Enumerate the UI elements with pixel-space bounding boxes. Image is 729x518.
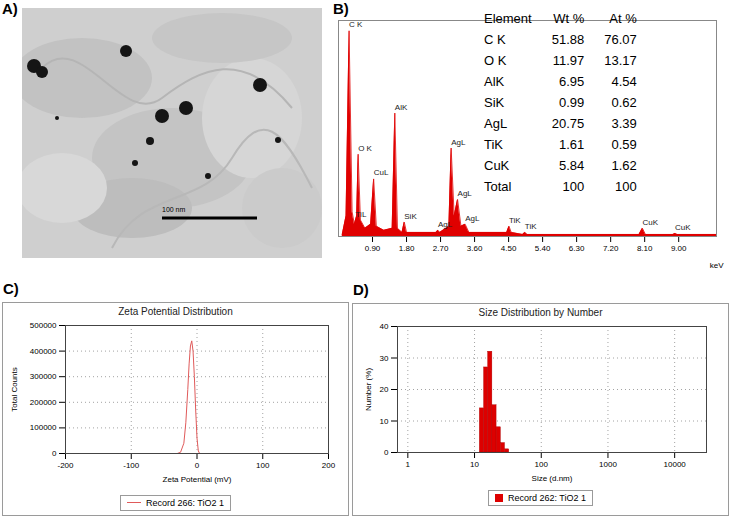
html-text:1.62: 1.62 (611, 158, 637, 173)
html-text:6.95: 6.95 (558, 74, 585, 89)
svg-text:C K: C K (349, 20, 363, 29)
svg-text:TiL: TiL (356, 210, 367, 219)
svg-text:CuK: CuK (675, 223, 691, 232)
svg-text:TiK: TiK (525, 222, 537, 231)
svg-text:SiK: SiK (404, 212, 417, 221)
svg-text:AlK: AlK (395, 103, 408, 112)
html-text:Record 266: TiO2 1: Record 266: TiO2 1 (146, 497, 224, 508)
svg-text:10000: 10000 (664, 460, 687, 469)
svg-text:Size (d.nm): Size (d.nm) (532, 474, 573, 483)
svg-text:Total Counts: Total Counts (10, 367, 19, 411)
svg-text:keV: keV (710, 261, 724, 270)
svg-text:4.50: 4.50 (501, 244, 517, 253)
svg-text:400000: 400000 (30, 347, 57, 356)
html-text:1.61: 1.61 (558, 137, 585, 152)
svg-text:100 nm: 100 nm (162, 206, 186, 213)
html-text:100: 100 (562, 179, 585, 194)
html-text:C): C) (3, 280, 19, 297)
svg-text:8.10: 8.10 (637, 244, 653, 253)
html-text:TiK: TiK (484, 137, 503, 152)
svg-text:0: 0 (384, 448, 389, 457)
html-text:Element: Element (484, 11, 532, 26)
svg-text:2.70: 2.70 (433, 244, 449, 253)
svg-text:5.40: 5.40 (535, 244, 551, 253)
svg-text:0: 0 (52, 449, 57, 458)
html-text:13.17: 13.17 (604, 53, 637, 68)
html-text:3.39: 3.39 (611, 116, 637, 131)
html-text:Total: Total (484, 179, 512, 194)
html-text:C K: C K (484, 32, 506, 47)
html-text:20.75: 20.75 (551, 116, 585, 131)
svg-text:CuK: CuK (642, 218, 658, 227)
svg-text:-200: -200 (57, 461, 74, 470)
svg-text:TiK: TiK (509, 216, 521, 225)
svg-text:200000: 200000 (30, 398, 57, 407)
svg-text:100: 100 (256, 461, 270, 470)
svg-text:1.80: 1.80 (399, 244, 415, 253)
svg-text:O K: O K (358, 144, 372, 153)
svg-text:40: 40 (380, 322, 389, 331)
html-text:0.99: 0.99 (558, 95, 585, 110)
html-text:Wt %: Wt % (553, 11, 585, 26)
svg-text:Zeta Potential (mV): Zeta Potential (mV) (163, 475, 232, 484)
html-text:4.54: 4.54 (611, 74, 637, 89)
html-text:5.84: 5.84 (558, 158, 585, 173)
svg-text:7.20: 7.20 (603, 244, 619, 253)
html-text:Zeta Potential Distribution: Zeta Potential Distribution (118, 306, 233, 317)
svg-text:1000: 1000 (599, 460, 617, 469)
html-text:100: 100 (615, 179, 637, 194)
svg-text:30: 30 (380, 354, 389, 363)
svg-text:AgL: AgL (458, 189, 473, 198)
html-text:A): A) (2, 0, 18, 17)
html-text:D): D) (353, 281, 369, 298)
html-text:B): B) (333, 0, 349, 17)
svg-text:100: 100 (535, 460, 549, 469)
svg-text:9.00: 9.00 (671, 244, 687, 253)
svg-text:100000: 100000 (30, 423, 57, 432)
html-text:0.62: 0.62 (611, 95, 637, 110)
html-text:O K: O K (484, 53, 507, 68)
html-text:AlK: AlK (484, 74, 505, 89)
html-text:At %: At % (609, 11, 637, 26)
html-text:CuK: CuK (484, 158, 510, 173)
svg-text:Number (%): Number (%) (364, 368, 373, 411)
svg-text:-100: -100 (123, 461, 140, 470)
html-text:SiK: SiK (484, 95, 505, 110)
svg-text:300000: 300000 (30, 372, 57, 381)
svg-text:1: 1 (406, 460, 411, 469)
html-text:0.59: 0.59 (611, 137, 637, 152)
svg-text:20: 20 (380, 385, 389, 394)
svg-text:6.30: 6.30 (569, 244, 585, 253)
html-text:Size Distribution by Number: Size Distribution by Number (478, 307, 603, 318)
svg-text:3.60: 3.60 (467, 244, 483, 253)
svg-text:AgL: AgL (465, 214, 480, 223)
svg-text:200: 200 (322, 461, 336, 470)
svg-text:0: 0 (195, 461, 200, 470)
html-text:Record 262: TiO2 1: Record 262: TiO2 1 (508, 493, 586, 503)
svg-text:AgL: AgL (438, 220, 453, 229)
html-text:51.88: 51.88 (551, 32, 585, 47)
html-text:11.97: 11.97 (552, 53, 585, 68)
svg-text:AgL: AgL (451, 138, 466, 147)
svg-text:10: 10 (470, 460, 479, 469)
svg-text:10: 10 (380, 417, 389, 426)
html-text:AgL: AgL (484, 116, 508, 131)
svg-text:0.90: 0.90 (365, 244, 381, 253)
svg-text:500000: 500000 (30, 321, 57, 330)
svg-text:CuL: CuL (374, 168, 389, 177)
html-text:76.07: 76.07 (604, 32, 637, 47)
